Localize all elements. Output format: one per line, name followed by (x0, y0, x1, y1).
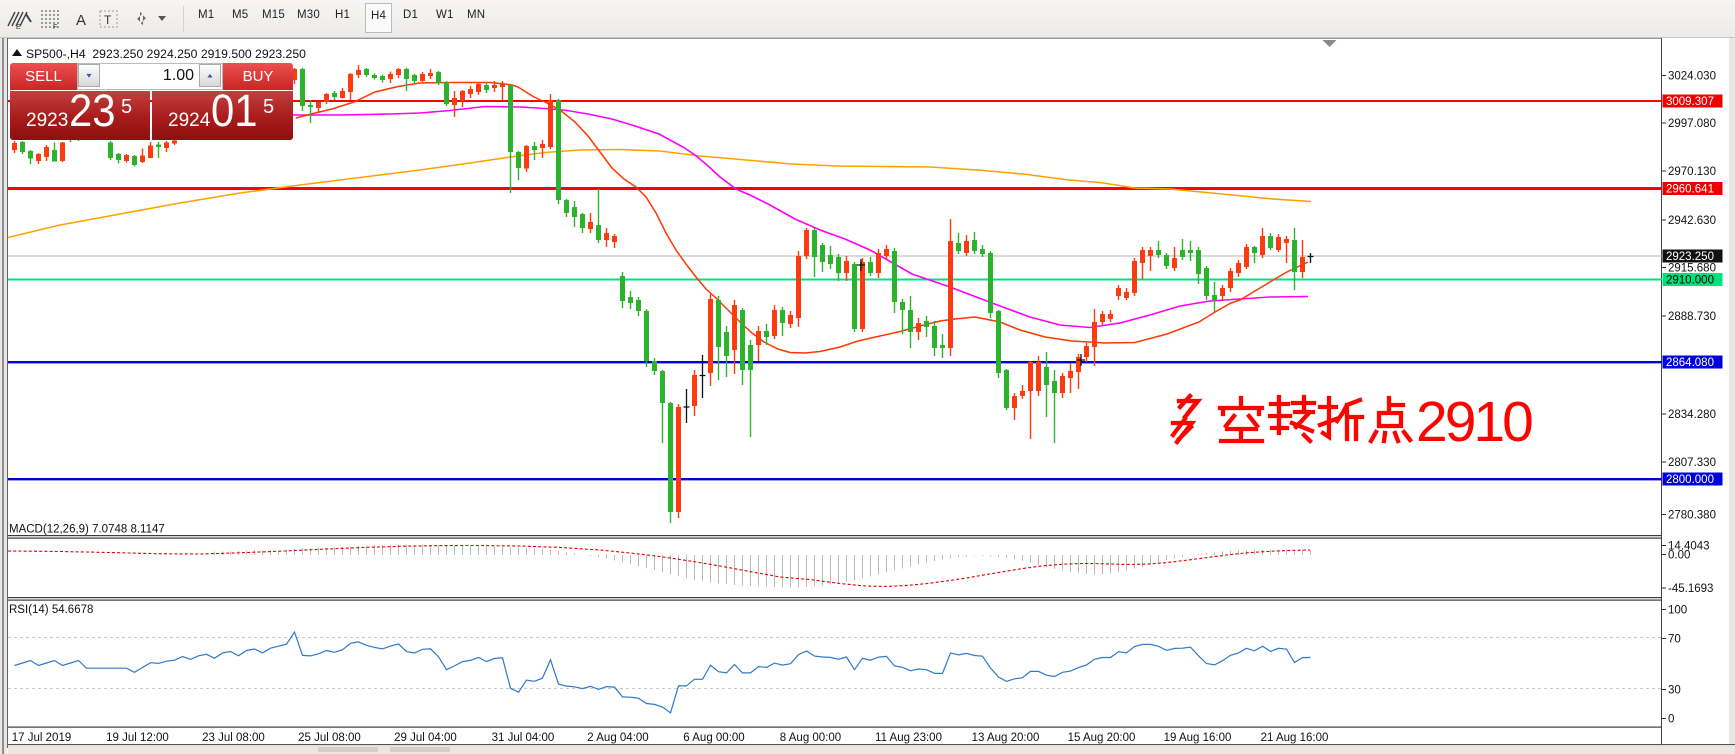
svg-text:25 Jul 08:00: 25 Jul 08:00 (298, 732, 361, 744)
svg-text:SP500-,H4 2923.250 2924.250 2: SP500-,H4 2923.250 2924.250 2919.500 292… (26, 47, 306, 61)
svg-text:0.00: 0.00 (1668, 550, 1690, 562)
svg-text:2910.000: 2910.000 (1666, 275, 1714, 287)
svg-text:2960.641: 2960.641 (1666, 184, 1714, 196)
svg-text:2997.080: 2997.080 (1668, 118, 1716, 130)
svg-text:0: 0 (1668, 714, 1674, 726)
svg-text:19 Jul 12:00: 19 Jul 12:00 (106, 732, 169, 744)
svg-text:2915.680: 2915.680 (1668, 263, 1716, 275)
svg-text:2 Aug 04:00: 2 Aug 04:00 (587, 732, 648, 744)
svg-text:2888.730: 2888.730 (1668, 311, 1716, 323)
svg-text:2807.330: 2807.330 (1668, 457, 1716, 469)
svg-text:14.4043: 14.4043 (1668, 541, 1710, 553)
svg-text:MACD(12,26,9) 7.0748 8.1147: MACD(12,26,9) 7.0748 8.1147 (9, 524, 165, 536)
svg-text:31 Jul 04:00: 31 Jul 04:00 (492, 732, 555, 744)
svg-text:13 Aug 20:00: 13 Aug 20:00 (972, 732, 1040, 744)
svg-text:2780.380: 2780.380 (1668, 510, 1716, 522)
svg-text:30: 30 (1668, 685, 1681, 697)
svg-text:T: T (104, 13, 112, 27)
svg-text:2970.130: 2970.130 (1668, 166, 1716, 178)
svg-text:70: 70 (1668, 634, 1681, 646)
svg-text:A: A (76, 12, 86, 29)
svg-text:2923.250: 2923.250 (1666, 251, 1714, 263)
svg-text:19 Aug 16:00: 19 Aug 16:00 (1164, 732, 1232, 744)
svg-text:F: F (53, 24, 57, 31)
svg-text:21 Aug 16:00: 21 Aug 16:00 (1261, 732, 1329, 744)
svg-text:2942.630: 2942.630 (1668, 215, 1716, 227)
svg-text:17 Jul 2019: 17 Jul 2019 (12, 732, 71, 744)
svg-text:2834.280: 2834.280 (1668, 409, 1716, 421)
svg-text:2864.080: 2864.080 (1666, 357, 1714, 369)
svg-text:-45.1693: -45.1693 (1668, 583, 1713, 595)
svg-text:23 Jul 08:00: 23 Jul 08:00 (202, 732, 265, 744)
svg-text:29 Jul 04:00: 29 Jul 04:00 (394, 732, 457, 744)
svg-text:3024.030: 3024.030 (1668, 71, 1716, 83)
svg-text:2800.000: 2800.000 (1666, 474, 1714, 486)
svg-text:3009.307: 3009.307 (1666, 96, 1714, 108)
svg-text:15 Aug 20:00: 15 Aug 20:00 (1068, 732, 1136, 744)
svg-text:100: 100 (1668, 605, 1687, 617)
svg-text:E: E (16, 24, 21, 31)
svg-text:6 Aug 00:00: 6 Aug 00:00 (683, 732, 744, 744)
svg-text:11 Aug 23:00: 11 Aug 23:00 (875, 732, 942, 744)
svg-text:8 Aug 00:00: 8 Aug 00:00 (780, 732, 841, 744)
svg-text:2910: 2910 (1416, 390, 1532, 454)
svg-text:RSI(14) 54.6678: RSI(14) 54.6678 (9, 604, 93, 616)
